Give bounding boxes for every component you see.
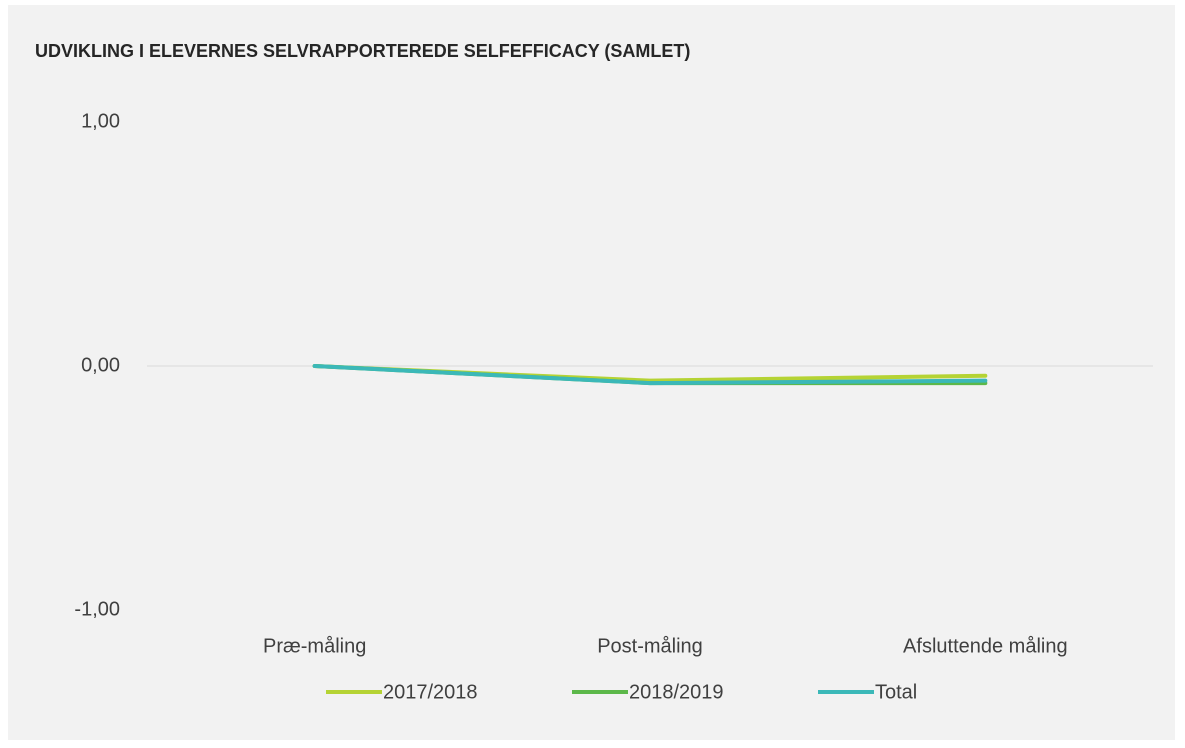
x-tick-label: Præ-måling: [263, 635, 366, 657]
y-tick-label: -1,00: [74, 598, 120, 620]
legend-label: 2017/2018: [383, 681, 478, 703]
legend-label: 2018/2019: [629, 681, 724, 703]
y-tick-label: 1,00: [81, 110, 120, 132]
chart-title: UDVIKLING I ELEVERNES SELVRAPPORTEREDE S…: [35, 41, 690, 61]
x-tick-label: Post-måling: [597, 635, 703, 657]
x-tick-label: Afsluttende måling: [903, 635, 1068, 657]
line-series: [312, 364, 988, 386]
y-tick-label: 0,00: [81, 354, 120, 376]
chart-background: [8, 5, 1175, 740]
legend-label: Total: [875, 681, 917, 703]
